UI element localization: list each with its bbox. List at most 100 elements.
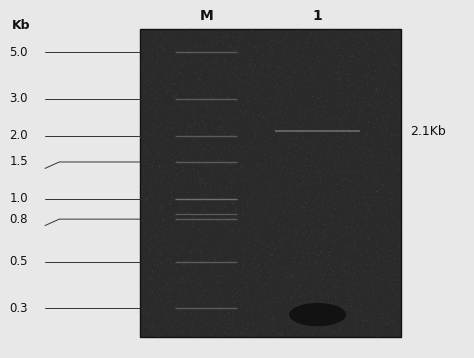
Point xyxy=(373,159,380,164)
Point xyxy=(150,301,158,307)
Point xyxy=(319,193,327,198)
Point xyxy=(294,268,301,274)
Point xyxy=(309,84,316,90)
Point xyxy=(313,306,321,311)
Point xyxy=(263,311,271,317)
Point xyxy=(373,250,380,255)
Point xyxy=(246,244,254,250)
Point xyxy=(378,127,386,133)
Point xyxy=(359,163,366,168)
Point xyxy=(290,274,298,280)
Point xyxy=(269,219,276,225)
Point xyxy=(348,226,356,231)
Point xyxy=(305,258,312,264)
Point xyxy=(303,77,311,82)
Point xyxy=(226,134,234,139)
Point xyxy=(249,43,257,49)
Point xyxy=(354,314,362,319)
Point xyxy=(308,60,315,66)
Point xyxy=(199,99,207,105)
Point xyxy=(367,101,374,106)
Point xyxy=(319,43,327,49)
Point xyxy=(293,232,301,238)
Point xyxy=(204,239,211,245)
Point xyxy=(196,198,203,204)
Point xyxy=(275,106,283,112)
Point xyxy=(169,282,176,288)
Point xyxy=(356,223,363,228)
Point xyxy=(271,264,279,270)
Point xyxy=(238,65,246,71)
Point xyxy=(283,290,290,296)
Point xyxy=(374,199,381,204)
Point xyxy=(152,116,160,121)
Point xyxy=(291,313,299,318)
Point xyxy=(292,186,300,192)
Point xyxy=(390,304,398,310)
Point xyxy=(232,127,240,133)
Point xyxy=(242,158,249,164)
Point xyxy=(291,203,298,209)
Point xyxy=(360,212,367,218)
Point xyxy=(330,38,338,43)
Point xyxy=(335,133,342,139)
Point xyxy=(221,56,228,62)
Point xyxy=(155,285,163,291)
Point xyxy=(294,67,302,73)
Point xyxy=(181,42,189,48)
Point xyxy=(274,45,282,50)
Point xyxy=(217,261,225,267)
Point xyxy=(316,287,324,292)
Point xyxy=(250,64,258,69)
Point xyxy=(375,258,383,264)
Point xyxy=(382,30,389,36)
Point xyxy=(225,316,233,322)
Point xyxy=(198,101,206,107)
Point xyxy=(261,185,269,191)
Point xyxy=(350,108,357,113)
Point xyxy=(260,291,267,297)
Point xyxy=(369,144,377,150)
Point xyxy=(257,132,264,137)
Point xyxy=(183,173,191,178)
Point xyxy=(311,60,319,66)
Point xyxy=(256,123,264,129)
Point xyxy=(301,292,309,298)
Point xyxy=(348,303,356,308)
Point xyxy=(214,58,222,64)
Point xyxy=(174,73,182,79)
Point xyxy=(376,160,384,166)
Point xyxy=(206,132,214,138)
Point xyxy=(197,327,204,333)
Point xyxy=(184,258,191,264)
Point xyxy=(144,222,152,228)
Point xyxy=(180,207,188,212)
Point xyxy=(220,298,228,304)
Point xyxy=(269,145,277,151)
Point xyxy=(331,68,338,74)
Point xyxy=(189,213,196,219)
Point xyxy=(322,291,330,296)
Point xyxy=(162,85,169,91)
Point xyxy=(394,243,402,248)
Point xyxy=(138,208,146,214)
Point xyxy=(305,246,312,252)
Point xyxy=(170,233,177,239)
Point xyxy=(387,71,395,77)
Point xyxy=(253,277,260,283)
Point xyxy=(186,270,194,275)
Point xyxy=(275,55,283,61)
Point xyxy=(264,68,272,74)
Point xyxy=(296,132,303,137)
Point xyxy=(179,280,186,285)
Point xyxy=(237,177,245,183)
Point xyxy=(242,87,250,92)
Point xyxy=(185,228,192,234)
Point xyxy=(361,131,368,137)
Point xyxy=(190,138,197,144)
Point xyxy=(361,328,369,334)
Point xyxy=(238,34,246,39)
Point xyxy=(269,212,276,218)
Point xyxy=(394,245,401,251)
Point xyxy=(340,205,348,211)
